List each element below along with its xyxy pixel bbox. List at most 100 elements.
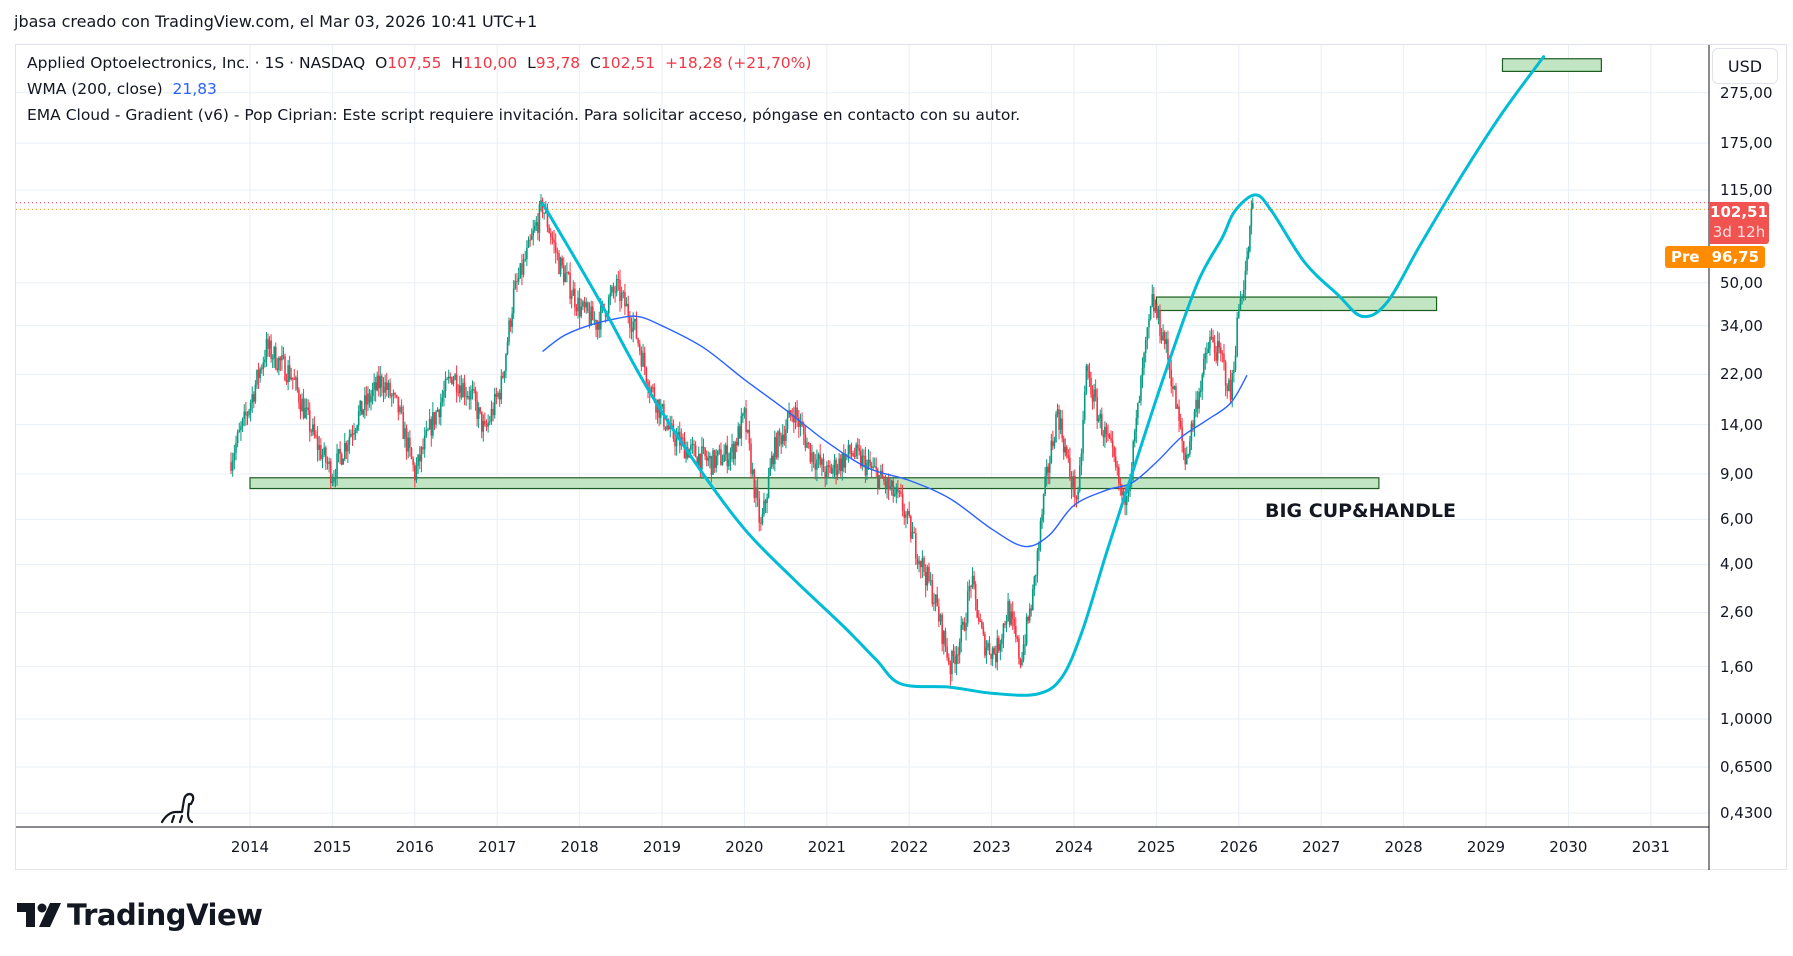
time-tick-label: 2029 [1466,838,1506,856]
candle-body [1030,608,1033,611]
candle-body [1226,385,1229,392]
candle-body [1156,307,1158,319]
candle-body [991,648,994,659]
candle-body [777,431,779,458]
candle-body [1097,418,1100,422]
candle-body [1223,353,1225,363]
candle-body [750,443,752,474]
symbol-name[interactable]: Applied Optoelectronics, Inc. · 1S · NAS… [27,54,366,72]
candle-body [842,453,845,468]
candle-body [485,424,488,427]
candle-body [293,378,296,380]
candle-body [835,459,837,476]
candle-body [870,466,873,468]
candle-body [979,621,982,623]
candle-body [864,455,867,476]
candle-body [799,421,802,427]
cup-handle-curve [541,55,1546,697]
candle-body [1080,453,1083,466]
candle-body [642,352,644,367]
bar-countdown: 3d 12h [1712,223,1766,241]
candle-body [723,454,725,462]
candle-body [766,497,768,504]
cup-handle-annotation[interactable]: BIG CUP&HANDLE [1265,500,1456,522]
candle-body [780,435,782,445]
candle-body [487,422,489,427]
premarket-value: 96,75 [1711,248,1760,266]
candle-body [423,435,426,450]
candle-body [514,280,517,289]
candle-body [368,393,371,403]
currency-button[interactable]: USD [1712,48,1778,84]
candle-body [1101,413,1103,435]
candle-body [735,442,738,446]
candle-body [876,469,879,489]
candle-body [580,306,583,317]
candle-body [1207,348,1210,354]
candle-body [1175,386,1177,409]
candle-body [1039,520,1042,544]
candle-body [844,454,847,468]
candle-body [533,226,536,231]
candle-body [1127,491,1130,497]
candle-body [775,437,778,458]
candle-body [240,426,242,431]
candle-body [307,407,309,411]
tradingview-logo[interactable]: TradingView [17,898,263,932]
candle-body [559,257,562,275]
candle-body [974,584,977,600]
candle-body [1129,480,1131,492]
candle-body [460,385,463,398]
candle-body [667,425,670,429]
time-tick-label: 2015 [313,838,352,856]
chart-frame[interactable] [15,44,1787,870]
candle-body [313,424,316,435]
candle-body [264,359,266,363]
candle-body [245,411,247,416]
candle-body [884,481,887,488]
price-tick-label: 4,00 [1720,555,1754,574]
candle-body [1021,659,1023,666]
candle-body [705,456,708,461]
time-tick-label: 2021 [807,838,846,856]
candle-body [720,449,722,465]
candle-body [778,431,781,436]
price-tick-label: 14,00 [1720,415,1763,434]
candle-body [1165,339,1168,345]
candle-body [492,408,494,416]
candle-body [976,599,978,618]
candle-body [926,566,929,586]
ema-cloud-legend[interactable]: EMA Cloud - Gradient (v6) - Pop Ciprian:… [27,106,1021,124]
price-tick-label: 50,00 [1720,273,1763,292]
candle-body [342,459,345,465]
candle-body [704,447,706,457]
candle-body [715,455,717,468]
candle-body [809,443,812,462]
candle-body [826,465,828,479]
candle-body [1202,358,1205,375]
dinosaur-icon[interactable] [158,786,198,826]
candle-body [253,394,255,402]
candle-body [890,480,893,487]
candle-body [359,400,362,412]
wma-legend[interactable]: WMA (200, close) 21,83 [27,80,217,98]
candle-body [449,376,452,378]
candle-body [301,398,303,412]
candle-body [694,445,697,458]
candle-body [1170,369,1173,387]
time-tick-label: 2023 [972,838,1011,856]
candle-body [898,491,901,493]
candle-body [476,400,478,419]
candle-body [824,471,826,479]
candle-body [482,421,485,432]
candle-body [474,390,477,401]
candle-body [849,444,851,454]
candle-body [783,434,786,441]
candle-body [376,375,379,391]
candle-body [1121,484,1123,496]
candle-body [1122,491,1125,496]
candle-body [1111,440,1114,448]
candle-body [753,469,756,498]
candle-body [1015,625,1017,638]
